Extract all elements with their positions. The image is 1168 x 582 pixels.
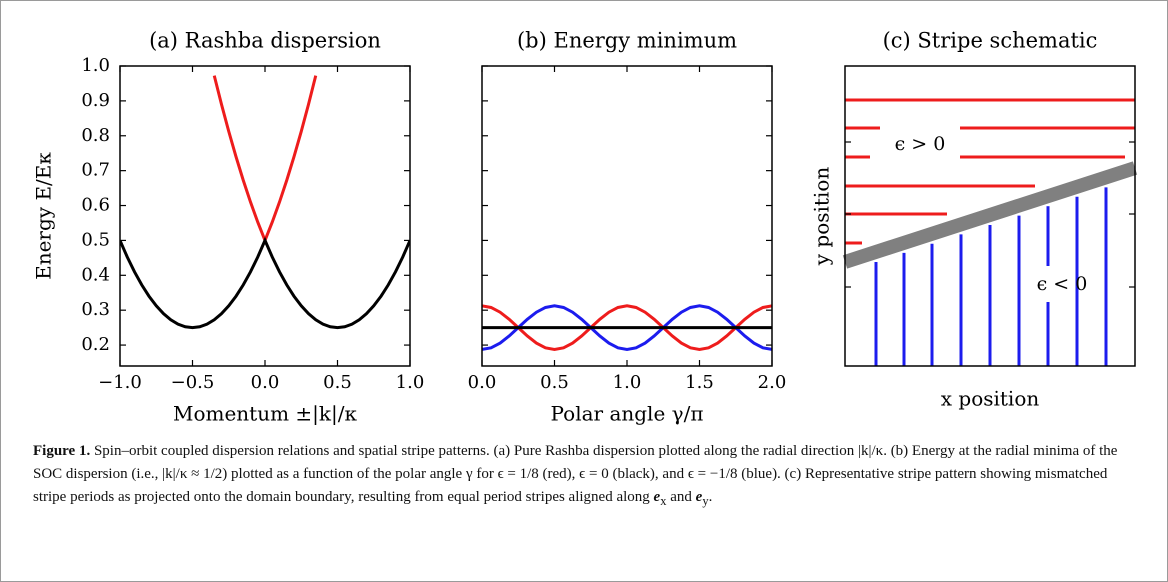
panel-title: (a) Rashba dispersion xyxy=(149,29,381,53)
caption: Figure 1. Spin–orbit coupled dispersion … xyxy=(33,440,1143,513)
y-tick-label: 0.4 xyxy=(81,264,110,285)
y-axis-label: Energy E/Eκ xyxy=(32,152,56,280)
plot-frame xyxy=(844,65,1136,367)
annotation: ϵ < 0 xyxy=(1037,273,1088,295)
y-tick-label: 0.3 xyxy=(81,299,110,320)
x-tick-label: −1.0 xyxy=(98,372,142,393)
y-tick-label: 1.0 xyxy=(81,55,110,76)
y-tick-label: 0.2 xyxy=(81,334,110,355)
x-tick-label: 0.0 xyxy=(251,372,280,393)
annotation: ϵ > 0 xyxy=(895,133,946,155)
x-axis-label: Momentum ±|k|/κ xyxy=(173,402,358,427)
x-tick-label: 0.5 xyxy=(540,372,569,393)
caption-text: and xyxy=(666,489,696,505)
line-series xyxy=(212,75,318,245)
line-series xyxy=(482,304,772,351)
figure: (a) Rashba dispersion −1.0 −0.5 0.0 0.5 1.0 0.… xyxy=(32,29,1138,427)
caption-subscript: x xyxy=(660,494,667,508)
x-tick-label: 1.0 xyxy=(396,372,425,393)
line-series xyxy=(482,304,772,351)
caption-vector: e xyxy=(695,489,703,505)
x-tick-label: 0.0 xyxy=(468,372,497,393)
y-tick-label: 0.5 xyxy=(81,229,110,250)
panel-title: (b) Energy minimum xyxy=(517,29,737,53)
y-tick-label: 0.7 xyxy=(81,160,110,181)
x-tick-label: 0.5 xyxy=(323,372,352,393)
line-series xyxy=(120,236,410,330)
x-axis-label: Polar angle γ/π xyxy=(551,402,704,426)
y-tick-label: 0.6 xyxy=(81,195,110,216)
caption-subscript: y xyxy=(702,494,709,508)
y-axis-label: y position xyxy=(810,167,834,267)
y-tick-label: 0.8 xyxy=(81,125,110,146)
x-tick-label: 2.0 xyxy=(758,372,787,393)
caption-label: Figure 1. xyxy=(33,443,91,459)
x-tick-label: 1.5 xyxy=(685,372,714,393)
x-tick-label: −0.5 xyxy=(171,372,215,393)
x-axis-label: x position xyxy=(941,387,1040,411)
caption-text: Spin–orbit coupled dispersion relations … xyxy=(33,443,1118,505)
y-tick-label: 0.9 xyxy=(81,90,110,111)
plot-frame xyxy=(119,65,411,367)
caption-vector: e xyxy=(653,489,661,505)
plot-frame xyxy=(481,65,773,367)
panel-title: (c) Stripe schematic xyxy=(883,29,1098,53)
domain-boundary xyxy=(842,161,1138,269)
caption-text: . xyxy=(708,489,713,505)
x-tick-label: 1.0 xyxy=(613,372,642,393)
